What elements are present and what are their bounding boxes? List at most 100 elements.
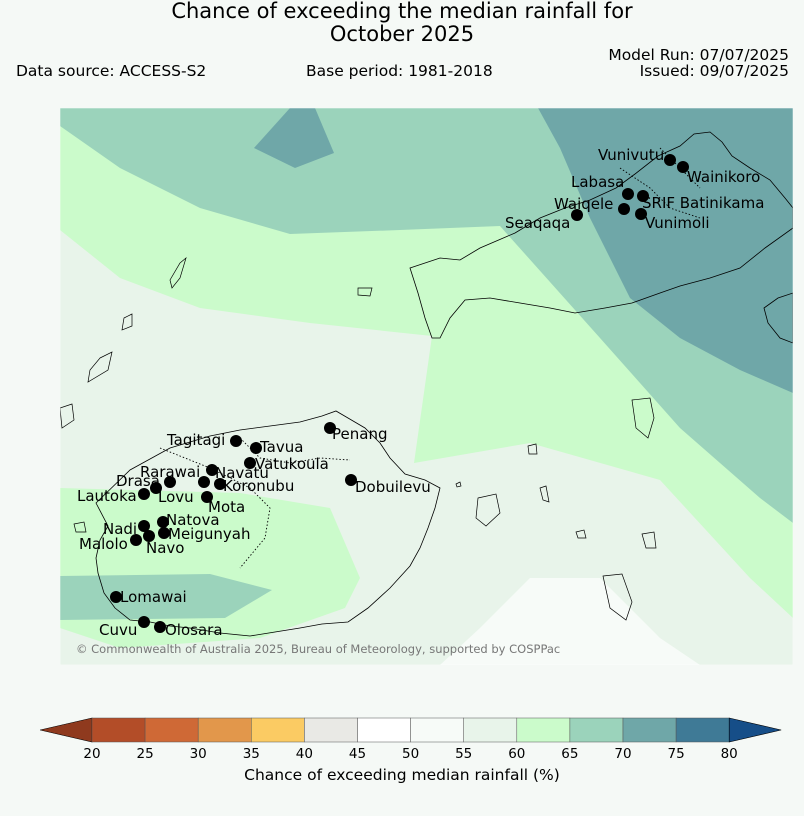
district-boundaries — [159, 147, 701, 569]
title-line-1: Chance of exceeding the median rainfall … — [171, 0, 633, 23]
station-marker-vunimoli — [635, 208, 647, 220]
colorbar-tick-label: 35 — [243, 746, 260, 762]
colorbar-ticks: 20 25 30 35 40 45 50 55 60 65 70 75 80 — [83, 746, 737, 762]
station-marker-dobuilevu — [345, 474, 357, 486]
station-label-penang: Penang — [332, 425, 387, 443]
colorbar-tick-label: 75 — [668, 746, 685, 762]
colorbar-tick-label: 80 — [721, 746, 738, 762]
island-6 — [539, 485, 550, 503]
colorbar-tick-label: 65 — [561, 746, 578, 762]
station-markers: Vunivutu Wainikoro Labasa SRIF Batinikam… — [77, 146, 764, 639]
station-label-labasa: Labasa — [571, 173, 624, 191]
colorbar-tick-label: 55 — [455, 746, 472, 762]
island-7 — [641, 531, 657, 549]
copyright-text: © Commonwealth of Australia 2025, Bureau… — [76, 642, 560, 656]
vanua-levu-coast — [409, 131, 793, 339]
station-marker-lautoka — [138, 488, 150, 500]
island-10 — [169, 256, 187, 289]
station-label-waiqele: Waiqele — [554, 195, 613, 213]
title-line-2: October 2025 — [329, 22, 475, 46]
band-70-75-top — [254, 108, 334, 168]
colorbar-block-9 — [569, 717, 624, 743]
colorbar-block-0 — [91, 717, 146, 743]
station-label-nadi: Nadi — [103, 520, 137, 538]
station-label-malolo: Malolo — [79, 535, 128, 553]
colorbar-tick-label: 50 — [402, 746, 419, 762]
station-label-meigunyah: Meigunyah — [168, 525, 250, 543]
station-label-koronubu: Koronubu — [223, 477, 294, 495]
station-label-seaqaqa: Seaqaqa — [505, 214, 570, 232]
station-marker-rarawai — [206, 464, 218, 476]
colorbar-block-8 — [516, 717, 571, 743]
viti-levu-coast — [95, 410, 441, 637]
station-marker-navo — [143, 530, 155, 542]
island-12 — [121, 313, 133, 331]
station-label-mota: Mota — [208, 498, 245, 516]
colorbar-block-7 — [463, 717, 518, 743]
band-70-75-ne — [538, 108, 793, 393]
colorbar-tick-label: 30 — [190, 746, 207, 762]
station-marker-navatu — [198, 476, 210, 488]
island-5 — [527, 443, 538, 455]
colorbar-tick-label: 20 — [83, 746, 100, 762]
colorbar-block-3 — [251, 717, 305, 743]
station-label-vunimoli: Vunimoli — [645, 214, 710, 232]
station-label-lovu: Lovu — [158, 488, 194, 506]
station-marker-tagitagi — [230, 435, 242, 447]
station-label-wainikoro: Wainikoro — [687, 168, 760, 186]
station-label-vunivutu: Vunivutu — [598, 146, 664, 164]
station-label-tagitagi: Tagitagi — [166, 431, 225, 449]
map-title: Chance of exceeding the median rainfall … — [0, 0, 804, 46]
station-label-tavua: Tavua — [259, 438, 303, 456]
station-label-lomawai: Lomawai — [120, 588, 187, 606]
station-marker-lovu — [150, 482, 162, 494]
colorbar-block-4 — [304, 717, 358, 743]
colorbar-over-arrow — [728, 717, 782, 743]
island-14 — [455, 481, 462, 488]
station-label-rarawai: Rarawai — [140, 463, 200, 481]
station-marker-meigunyah — [158, 527, 170, 539]
model-run-label: Model Run: 07/07/2025 — [608, 46, 789, 64]
island-11 — [87, 351, 113, 383]
station-marker-vunivutu — [664, 154, 676, 166]
colorbar-tick-label: 70 — [614, 746, 631, 762]
station-label-srif-batinikama: SRIF Batinikama — [642, 194, 764, 212]
band-50-55 — [440, 578, 700, 665]
base-period-label: Base period: 1981-2018 — [306, 62, 493, 80]
station-label-navatu: Navatu — [215, 464, 269, 482]
colorbar-blocks — [40, 717, 782, 743]
colorbar: 20 25 30 35 40 45 50 55 60 65 70 75 80 — [40, 717, 782, 762]
colorbar-block-2 — [197, 717, 252, 743]
station-marker-koronubu — [214, 478, 226, 490]
colorbar-tick-label: 25 — [137, 746, 154, 762]
station-label-navo: Navo — [146, 539, 184, 557]
island-8 — [60, 403, 75, 429]
station-label-natova: Natova — [166, 511, 220, 529]
station-label-cuvu: Cuvu — [99, 621, 137, 639]
colorbar-tick-label: 40 — [296, 746, 313, 762]
island-3 — [602, 573, 633, 621]
station-marker-waiqele — [618, 203, 630, 215]
island-1 — [631, 397, 655, 439]
station-marker-seaqaqa — [571, 209, 583, 221]
station-label-lautoka: Lautoka — [77, 487, 137, 505]
station-marker-natova — [157, 516, 169, 528]
island-2 — [475, 493, 501, 527]
issued-label: Issued: 09/07/2025 — [639, 62, 789, 80]
station-label-vatukoula: Vatukoula — [255, 455, 329, 473]
band-65-70-sw — [60, 574, 272, 620]
station-marker-labasa — [622, 188, 634, 200]
station-marker-srif-batinikama — [637, 190, 649, 202]
station-marker-vatukoula — [244, 457, 256, 469]
island-13 — [575, 529, 587, 539]
data-source-label: Data source: ACCESS-S2 — [16, 62, 207, 80]
station-marker-drasa — [164, 476, 176, 488]
station-marker-lomawai — [110, 591, 122, 603]
station-marker-olosara — [154, 621, 166, 633]
station-marker-penang — [324, 422, 336, 434]
station-marker-wainikoro — [677, 161, 689, 173]
colorbar-block-10 — [622, 717, 677, 743]
rainfall-map: © Commonwealth of Australia 2025, Bureau… — [60, 108, 793, 665]
station-marker-cuvu — [138, 616, 150, 628]
colorbar-tick-label: 60 — [508, 746, 525, 762]
